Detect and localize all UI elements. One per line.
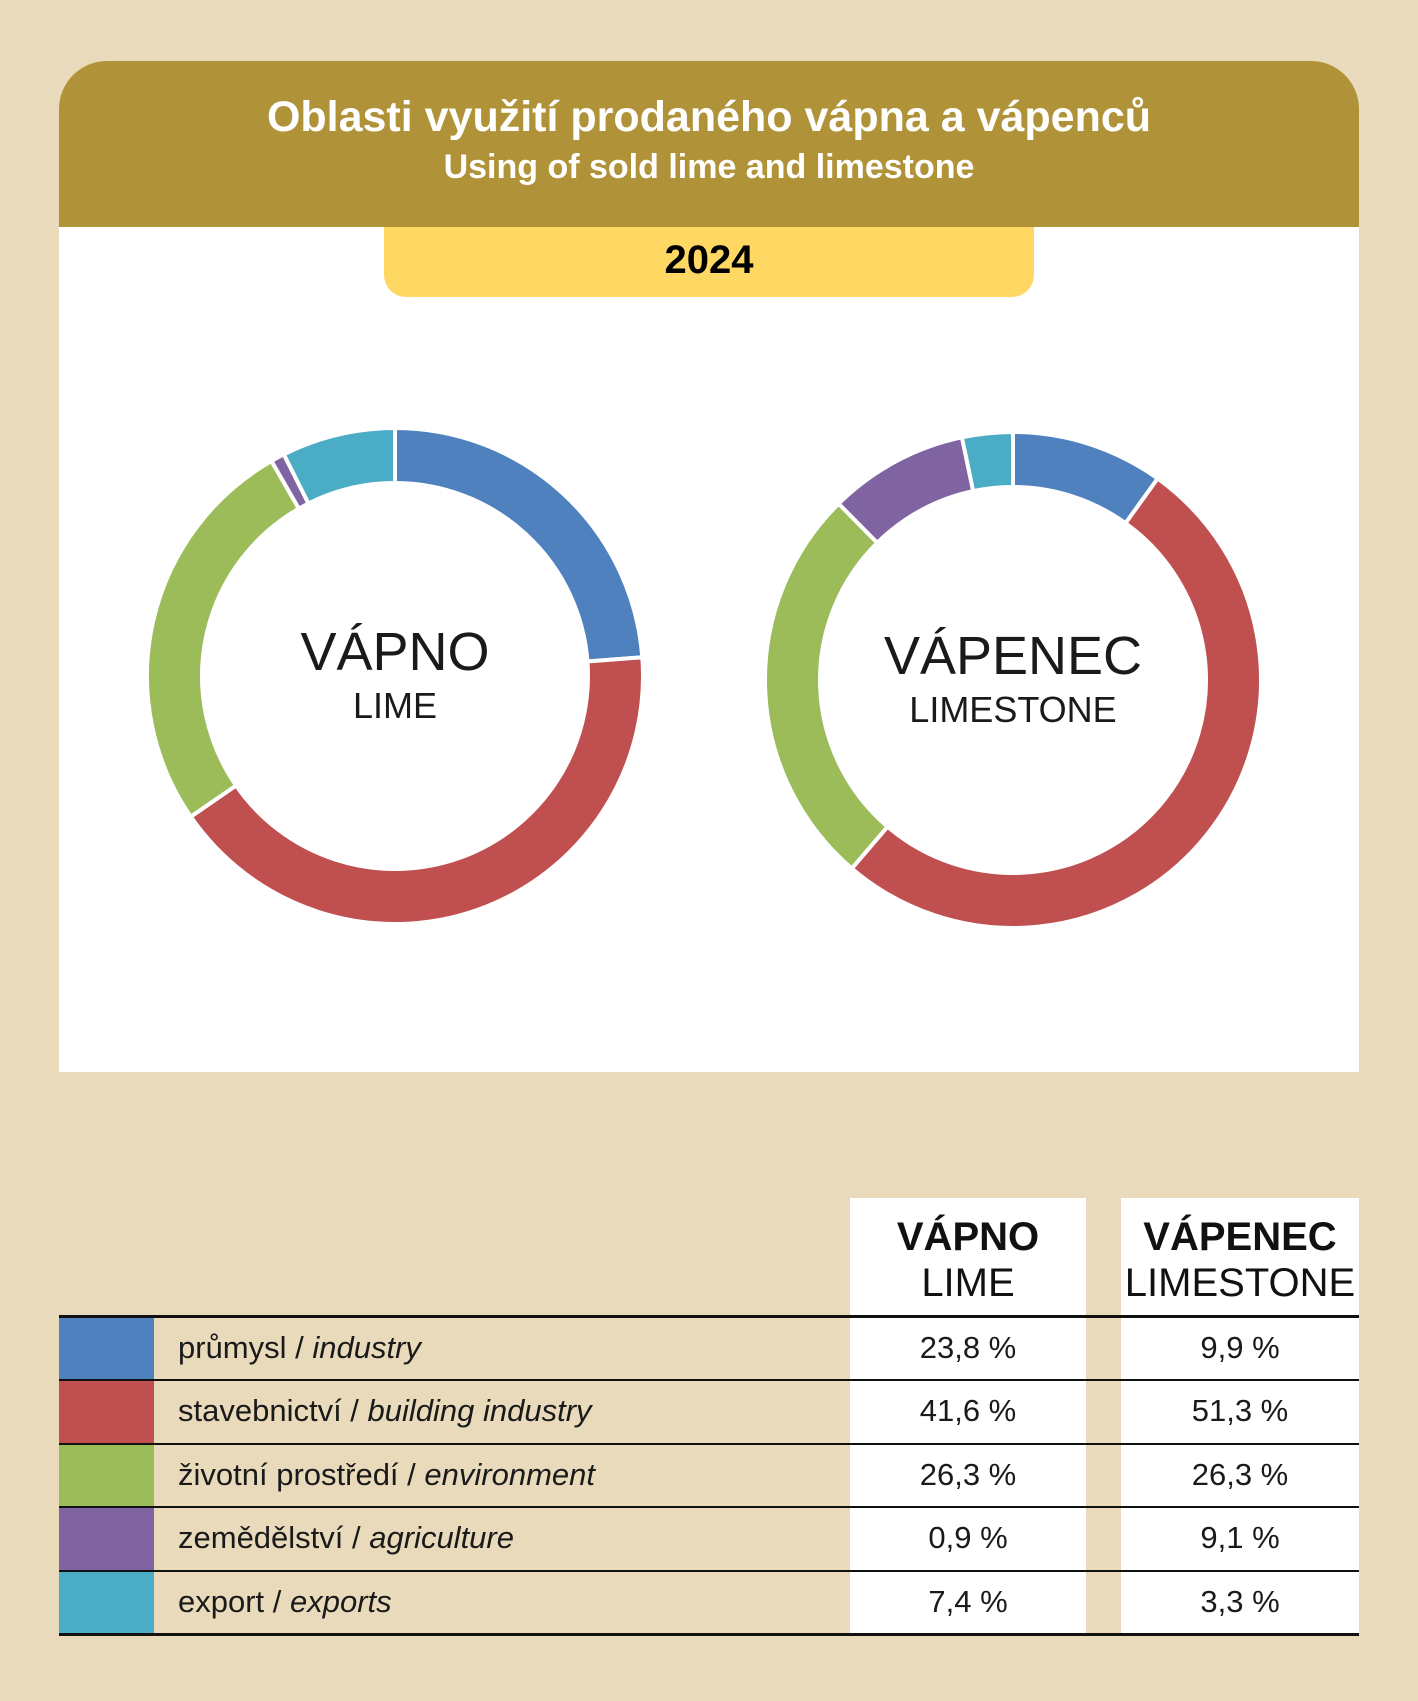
table-header-lime-subtitle: LIME bbox=[921, 1261, 1015, 1305]
table-rule bbox=[59, 1379, 1359, 1382]
year-badge: 2024 bbox=[384, 227, 1034, 297]
donut-center-sublabel: LIMESTONE bbox=[909, 689, 1116, 730]
donut-slice-building bbox=[848, 475, 1264, 930]
table-rule bbox=[59, 1315, 1359, 1318]
legend-label-cz: export / bbox=[178, 1583, 290, 1619]
legend-label-cz: životní prostředí / bbox=[178, 1456, 425, 1492]
donut-slice-exports bbox=[281, 425, 397, 507]
value-lime-industry: 23,8 % bbox=[919, 1330, 1017, 1365]
table-rule bbox=[59, 1633, 1359, 1636]
legend-label-en: agriculture bbox=[369, 1520, 514, 1556]
table-rule bbox=[59, 1569, 1359, 1572]
legend-label-building: stavebnictví / building industry bbox=[178, 1381, 592, 1441]
donut-center-label: VÁPENEC bbox=[884, 626, 1142, 686]
table-rule bbox=[59, 1442, 1359, 1445]
table-column-lime bbox=[850, 1317, 1086, 1635]
donut-slice-environment bbox=[763, 500, 891, 872]
value-limestone-building: 51,3 % bbox=[1191, 1393, 1289, 1429]
table-header-lime-title: VÁPNO bbox=[896, 1215, 1040, 1259]
chart-header: Oblasti využití prodaného vápna a vápenc… bbox=[59, 61, 1359, 227]
legend-swatch-agriculture bbox=[59, 1508, 154, 1570]
donut-slice-building bbox=[187, 655, 645, 926]
table-header-limestone: VÁPENEC LIMESTONE bbox=[1121, 1198, 1359, 1317]
chart-panel bbox=[59, 227, 1359, 1072]
donut-center-sublabel: LIME bbox=[353, 685, 437, 726]
legend-label-en: exports bbox=[290, 1583, 392, 1619]
table-column-limestone bbox=[1121, 1317, 1359, 1635]
value-limestone-exports: 3,3 % bbox=[1200, 1583, 1280, 1619]
value-lime-building: 41,6 % bbox=[919, 1393, 1017, 1429]
chart-title: Oblasti využití prodaného vápna a vápenc… bbox=[266, 93, 1152, 141]
legend-label-exports: export / exports bbox=[178, 1572, 392, 1632]
legend-label-industry: průmysl / industry bbox=[178, 1318, 421, 1378]
legend-label-en: building industry bbox=[367, 1393, 592, 1429]
donut-center-label: VÁPNO bbox=[300, 622, 489, 682]
table-rule bbox=[59, 1506, 1359, 1509]
value-limestone-agriculture: 9,1 % bbox=[1200, 1520, 1280, 1556]
legend-swatch-exports bbox=[59, 1571, 154, 1633]
table-header-lime: VÁPNO LIME bbox=[850, 1198, 1086, 1317]
legend-swatch-building bbox=[59, 1381, 154, 1443]
legend-swatch-industry bbox=[59, 1318, 154, 1380]
legend-label-en: industry bbox=[312, 1330, 421, 1365]
chart-subtitle: Using of sold lime and limestone bbox=[443, 148, 975, 186]
legend-label-cz: průmysl / bbox=[178, 1330, 313, 1365]
value-lime-environment: 26,3 % bbox=[919, 1456, 1017, 1492]
legend-label-cz: stavebnictví / bbox=[178, 1393, 368, 1429]
value-limestone-environment: 26,3 % bbox=[1191, 1456, 1289, 1492]
legend-label-cz: zemědělství / bbox=[178, 1520, 370, 1556]
table-header-limestone-title: VÁPENEC bbox=[1143, 1215, 1337, 1259]
donut-slice-environment bbox=[145, 458, 302, 820]
value-lime-exports: 7,4 % bbox=[928, 1583, 1008, 1619]
legend-swatch-environment bbox=[59, 1444, 154, 1507]
value-limestone-industry: 9,9 % bbox=[1200, 1330, 1280, 1365]
table-header-limestone-subtitle: LIMESTONE bbox=[1124, 1261, 1356, 1305]
legend-label-environment: životní prostředí / environment bbox=[178, 1445, 595, 1505]
legend-label-en: environment bbox=[424, 1456, 595, 1492]
donut-slice-exports bbox=[959, 429, 1015, 494]
value-lime-agriculture: 0,9 % bbox=[928, 1520, 1008, 1556]
legend-label-agriculture: zemědělství / agriculture bbox=[178, 1508, 514, 1568]
